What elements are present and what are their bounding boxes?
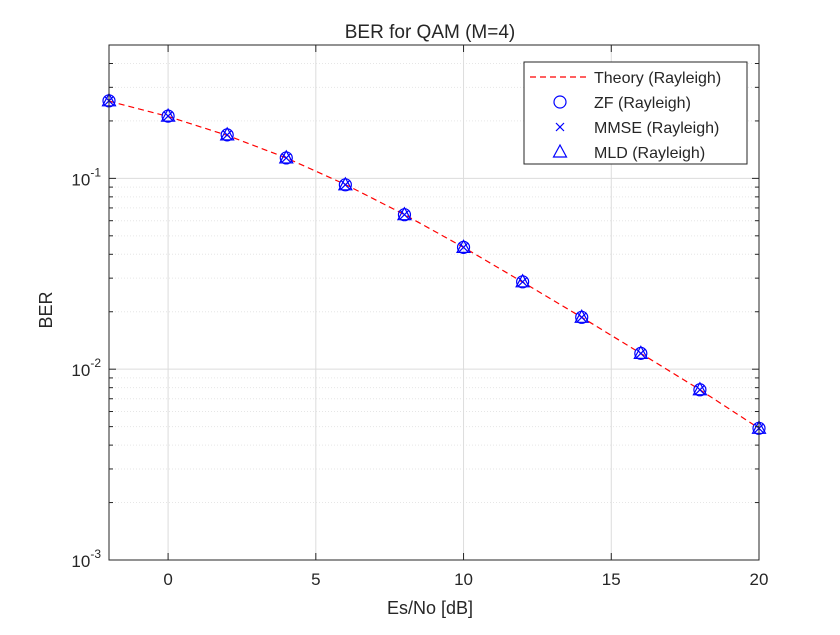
triangle-marker xyxy=(160,107,176,122)
legend: Theory (Rayleigh) ZF (Rayleigh) MMSE (Rayl… xyxy=(523,61,748,165)
x-tick-label: 10 xyxy=(454,570,473,589)
legend-label: MLD (Rayleigh) xyxy=(594,145,705,162)
legend-label: ZF (Rayleigh) xyxy=(594,95,691,112)
legend-label: MMSE (Rayleigh) xyxy=(594,120,719,137)
y-tick-label: 10-3 xyxy=(71,547,101,571)
triangle-marker xyxy=(219,126,235,141)
x-tick-label: 0 xyxy=(163,570,172,589)
chart-title: BER for QAM (M=4) xyxy=(345,22,516,43)
x-axis-label: Es/No [dB] xyxy=(387,598,473,618)
triangle-marker xyxy=(396,206,412,221)
ticks: 10-3 10-2 10-1 0 5 10 15 20 xyxy=(71,45,768,589)
x-tick-label: 15 xyxy=(602,570,621,589)
theory-line xyxy=(108,100,760,429)
y-axis-label: BER xyxy=(36,291,56,328)
legend-label: Theory (Rayleigh) xyxy=(594,70,721,87)
x-tick-label: 5 xyxy=(311,570,320,589)
y-tick-label: 10-1 xyxy=(71,165,101,189)
triangle-marker xyxy=(633,345,649,359)
series-0 xyxy=(108,100,760,429)
triangle-marker xyxy=(692,381,708,396)
x-tick-label: 20 xyxy=(750,570,769,589)
triangle-marker xyxy=(456,239,472,253)
y-tick-label: 10-2 xyxy=(71,356,101,380)
circle-marker xyxy=(553,95,567,109)
triangle-marker xyxy=(278,149,294,164)
triangle-marker xyxy=(574,309,590,323)
triangle-marker xyxy=(515,273,531,288)
axes-box xyxy=(108,44,760,561)
triangle-marker xyxy=(337,176,353,191)
x-marker xyxy=(555,122,565,132)
triangle-marker xyxy=(552,143,568,158)
